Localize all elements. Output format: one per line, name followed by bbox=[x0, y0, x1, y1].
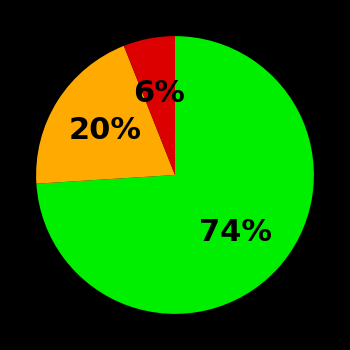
Wedge shape bbox=[36, 46, 175, 184]
Text: 20%: 20% bbox=[68, 116, 141, 145]
Wedge shape bbox=[124, 36, 175, 175]
Text: 6%: 6% bbox=[133, 79, 185, 108]
Wedge shape bbox=[36, 36, 314, 314]
Text: 74%: 74% bbox=[199, 218, 272, 246]
